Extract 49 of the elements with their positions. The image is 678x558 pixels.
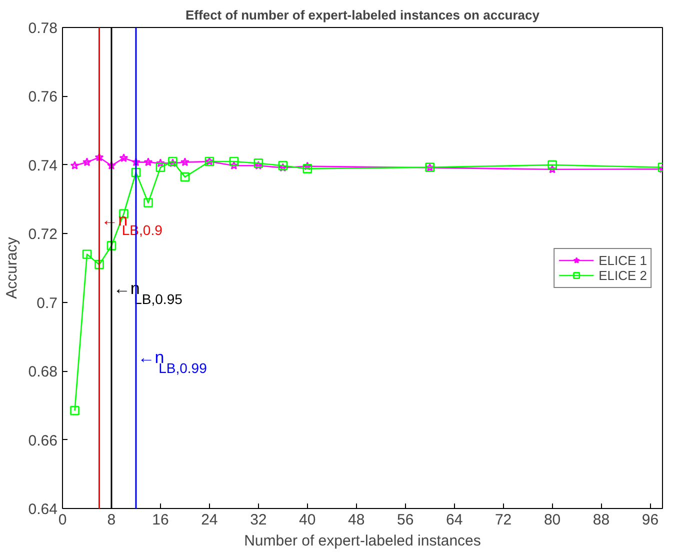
point	[144, 158, 153, 166]
y-tick-label: 0.68	[28, 364, 58, 381]
x-tick-label: 96	[642, 512, 659, 528]
y-tick-label: 0.7	[36, 294, 58, 312]
x-axis-title: Number of expert-labeled instances	[244, 532, 481, 550]
y-tick-label: 0.76	[28, 88, 58, 106]
point	[119, 153, 128, 162]
chart-title: Effect of number of expert-labeled instances on accuracy	[186, 8, 540, 22]
point	[106, 241, 116, 250]
ref-line-label: ←nLB,0.99	[138, 348, 208, 376]
x-tick-label: 8	[107, 512, 116, 528]
x-tick-label: 88	[592, 512, 610, 528]
x-tick-label: 40	[299, 512, 316, 528]
y-tick-label: 0.66	[28, 432, 58, 450]
point	[94, 152, 104, 162]
point	[229, 156, 239, 166]
point	[180, 158, 190, 166]
x-tick-label: 32	[250, 512, 267, 528]
x-tick-label: 64	[446, 512, 463, 528]
point	[156, 162, 166, 172]
point	[82, 158, 92, 166]
point	[82, 250, 92, 259]
point	[70, 406, 80, 416]
x-tick-label: 72	[494, 512, 512, 528]
point	[278, 160, 288, 170]
point	[144, 198, 153, 208]
x-tick-label: 80	[544, 512, 561, 528]
x-tick-label: 16	[152, 512, 169, 528]
point	[156, 158, 165, 168]
x-tick-label: 48	[348, 512, 365, 528]
y-tick-label: 0.74	[28, 157, 58, 174]
point	[548, 164, 557, 174]
point	[302, 164, 312, 174]
point	[180, 172, 190, 182]
point	[107, 160, 116, 170]
point	[548, 160, 557, 170]
y-tick-label: 0.64	[28, 501, 58, 518]
point	[94, 260, 104, 270]
y-axis-title: Accuracy	[3, 236, 20, 299]
y-tick-label: 0.78	[28, 20, 58, 37]
legend-label: ELICE 1	[598, 252, 647, 268]
legend-label: ELICE 2	[598, 268, 647, 282]
point	[70, 160, 80, 170]
point	[131, 168, 141, 178]
x-tick-label: 0	[58, 512, 67, 528]
x-tick-label: 56	[397, 512, 414, 528]
x-tick-label: 24	[201, 512, 218, 528]
point	[132, 158, 140, 166]
y-tick-label: 0.72	[28, 226, 58, 244]
